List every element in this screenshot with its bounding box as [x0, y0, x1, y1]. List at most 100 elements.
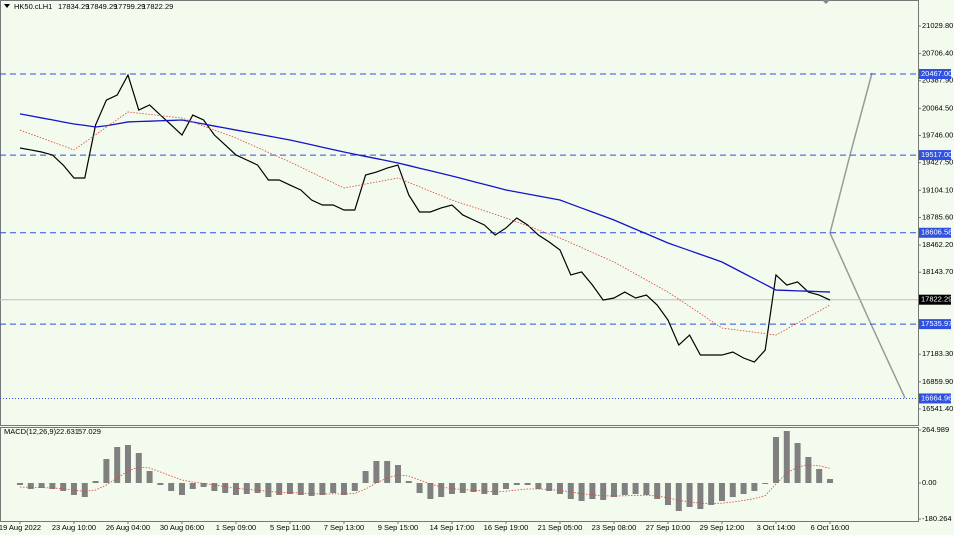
x-tick-label: 23 Sep 08:00 — [592, 523, 637, 532]
y-tick-label: 19427.50 — [922, 158, 953, 167]
macd-bar — [621, 483, 628, 495]
macd-bar — [178, 483, 185, 495]
macd-bar — [362, 471, 369, 483]
macd-bar — [524, 483, 531, 485]
macd-bar — [675, 483, 682, 511]
macd-bar — [384, 461, 391, 483]
y-tick-label: 20706.40 — [922, 49, 953, 58]
level-box — [919, 319, 951, 330]
macd-bar — [232, 483, 239, 495]
x-tick-label: 26 Aug 04:00 — [106, 523, 150, 532]
current-label: 17822.29 — [921, 295, 952, 304]
main-panel — [0, 0, 919, 426]
y-tick-label: 20387.90 — [922, 76, 953, 85]
macd-bar — [772, 437, 779, 483]
y-tick-label: 16859.90 — [922, 377, 953, 386]
macd-bar — [610, 483, 617, 497]
x-tick-label: 3 Oct 14:00 — [757, 523, 796, 532]
macd-main: 22.631 — [56, 427, 79, 436]
x-tick-label: 14 Sep 17:00 — [430, 523, 475, 532]
y-tick-label: 17183.30 — [922, 349, 953, 358]
x-tick-label: 27 Sep 10:00 — [646, 523, 691, 532]
macd-bar — [567, 483, 574, 499]
level-label: 17535.97 — [921, 319, 952, 328]
macd-bar — [373, 461, 380, 483]
macd-bar — [211, 483, 218, 491]
level-label: 20467.00 — [921, 69, 952, 78]
level-label: 19517.00 — [921, 150, 952, 159]
macd-bar — [535, 483, 542, 489]
close: 17822.29 — [142, 2, 173, 11]
moving-average — [19, 113, 831, 293]
macd-bar — [492, 483, 499, 495]
macd-bar — [308, 483, 315, 496]
high: 17849.29 — [86, 2, 117, 11]
macd-bar — [286, 483, 293, 494]
level-box — [919, 393, 951, 404]
macd-signal: 57.029 — [78, 427, 101, 436]
x-tick-label: 21 Sep 05:00 — [538, 523, 583, 532]
macd-bar — [826, 479, 833, 483]
macd-bar — [459, 483, 466, 493]
x-tick-label: 5 Sep 11:00 — [270, 523, 310, 532]
macd-bar — [718, 483, 725, 501]
macd-bar — [794, 443, 801, 483]
macd-bar — [805, 457, 812, 483]
macd-bar — [16, 483, 23, 485]
macd-bar — [502, 483, 509, 489]
y-tick-label: 19746.00 — [922, 131, 953, 140]
macd-bar — [556, 483, 563, 494]
menu-arrow — [4, 4, 10, 8]
y-tick-label: 21029.80 — [922, 21, 953, 30]
price-line — [19, 73, 831, 363]
macd-bar — [643, 483, 650, 495]
macd-bar — [654, 483, 661, 499]
x-tick-label: 29 Sep 12:00 — [700, 523, 745, 532]
macd-bar — [708, 483, 715, 505]
symbol: HK50.cLH1 — [14, 2, 52, 11]
macd-bar — [740, 483, 747, 494]
x-tick-label: 23 Aug 10:00 — [52, 523, 96, 532]
level-label: 18606.58 — [921, 228, 952, 237]
x-tick-label: 6 Oct 16:00 — [811, 523, 850, 532]
macd-bar — [27, 483, 34, 489]
macd-bar — [762, 483, 769, 484]
shift-marker — [822, 0, 830, 4]
macd-bar — [416, 483, 423, 493]
y-tick-label: 19104.10 — [922, 185, 953, 194]
y-tick-label: 20064.50 — [922, 103, 953, 112]
macd-bar — [816, 469, 823, 483]
macd-bar — [578, 483, 585, 501]
macd-name: MACD(12,26,9) — [4, 427, 57, 436]
macd-bar — [189, 483, 196, 489]
y-tick-label: 0.00 — [922, 478, 937, 487]
level-box — [919, 150, 951, 161]
macd-bar — [330, 483, 337, 493]
macd-bar — [589, 483, 596, 499]
macd-bar — [546, 483, 553, 491]
macd-bar — [427, 483, 434, 499]
macd-bar — [481, 483, 488, 494]
macd-bar — [168, 483, 175, 491]
macd-bar — [81, 483, 88, 497]
macd-bar — [60, 483, 67, 491]
macd-bar — [103, 459, 110, 483]
macd-bar — [319, 483, 326, 495]
macd-signal-line — [19, 464, 831, 505]
macd-bar — [686, 483, 693, 507]
x-tick-label: 30 Aug 06:00 — [160, 523, 204, 532]
low: 17799.29 — [114, 2, 145, 11]
y-tick-label: 18462.20 — [922, 240, 953, 249]
y-tick-label: -180.264 — [922, 514, 952, 523]
macd-bar — [405, 481, 412, 483]
macd-bar — [600, 483, 607, 500]
y-tick-label: 264.989 — [922, 425, 949, 434]
y-tick-label: 16541.40 — [922, 404, 953, 413]
macd-bar — [297, 483, 304, 495]
current-box — [919, 294, 951, 305]
x-tick-label: 1 Sep 09:00 — [216, 523, 256, 532]
macd-bar — [92, 481, 99, 483]
macd-bar — [351, 483, 358, 491]
macd-bar — [254, 483, 261, 493]
macd-bar — [243, 483, 250, 494]
